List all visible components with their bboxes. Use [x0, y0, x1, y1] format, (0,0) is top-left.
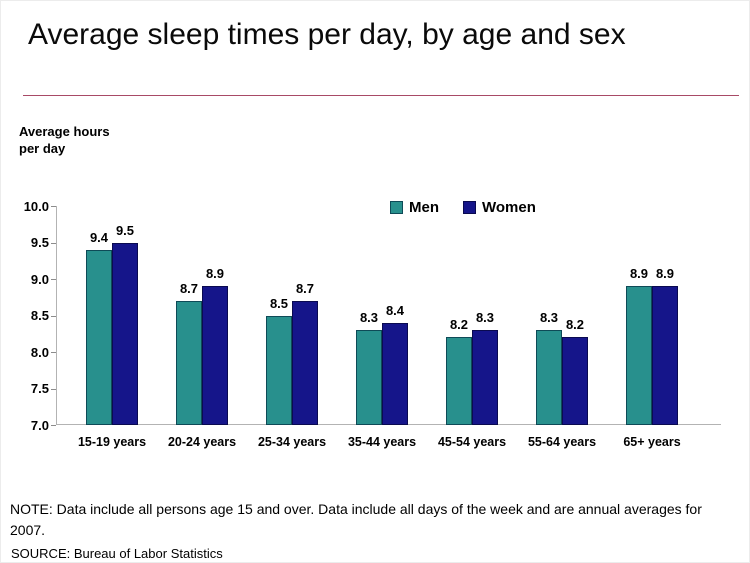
y-tick-label: 8.0 — [30, 344, 49, 360]
y-tick-mark — [51, 425, 56, 426]
bar-men-15-19-years — [86, 250, 112, 425]
value-label-women-65+-years: 8.9 — [655, 266, 675, 281]
value-label-men-45-54-years: 8.2 — [449, 317, 469, 332]
y-axis-line — [56, 206, 57, 425]
value-label-men-55-64-years: 8.3 — [539, 310, 559, 325]
bar-men-20-24-years — [176, 301, 202, 425]
value-label-women-15-19-years: 9.5 — [115, 223, 135, 238]
chart-legend: Men Women — [390, 199, 536, 216]
y-tick-label: 9.5 — [30, 235, 49, 250]
x-category-label: 15-19 years — [77, 435, 147, 449]
bar-women-65+-years — [652, 286, 678, 425]
x-category-label: 35-44 years — [347, 435, 417, 449]
legend-item-women: Women — [463, 199, 536, 216]
y-axis-title-line2: per day — [19, 141, 66, 156]
x-category-label: 20-24 years — [167, 435, 237, 449]
bar-women-55-64-years — [562, 337, 588, 425]
y-tick-label: 8.5 — [30, 308, 49, 323]
value-label-women-25-34-years: 8.7 — [295, 281, 315, 296]
bar-men-35-44-years — [356, 330, 382, 425]
value-label-women-45-54-years: 8.3 — [475, 310, 495, 325]
y-tick-mark — [51, 242, 56, 244]
bar-women-45-54-years — [472, 330, 498, 425]
y-tick-mark — [51, 388, 56, 390]
bar-women-20-24-years — [202, 286, 228, 425]
value-label-women-20-24-years: 8.9 — [205, 266, 225, 281]
y-tick-label: 10.0 — [23, 198, 49, 214]
y-axis-title: Average hours per day — [19, 123, 110, 157]
page-title: Average sleep times per day, by age and … — [28, 18, 626, 51]
legend-item-men: Men — [390, 199, 439, 216]
note-text: NOTE: Data include all persons age 15 an… — [10, 501, 702, 538]
title-underline — [23, 95, 739, 98]
men-series-swatch — [390, 201, 403, 214]
bar-men-25-34-years — [266, 316, 292, 425]
x-category-label: 65+ years — [623, 435, 681, 449]
bar-women-15-19-years — [112, 243, 138, 425]
bar-men-45-54-years — [446, 337, 472, 425]
value-label-men-25-34-years: 8.5 — [269, 296, 289, 311]
source-text: SOURCE: Bureau of Labor Statistics — [11, 546, 223, 561]
x-category-label: 25-34 years — [257, 435, 327, 449]
y-tick-label: 7.0 — [30, 417, 49, 433]
y-tick-label: 7.5 — [30, 381, 49, 396]
value-label-men-35-44-years: 8.3 — [359, 310, 379, 325]
legend-label-women: Women — [482, 199, 536, 216]
y-tick-mark — [51, 206, 56, 207]
y-tick-label: 9.0 — [30, 271, 49, 287]
bar-women-35-44-years — [382, 323, 408, 425]
bar-men-55-64-years — [536, 330, 562, 425]
y-tick-mark — [51, 315, 56, 317]
y-tick-mark — [51, 352, 56, 353]
women-series-swatch — [463, 201, 476, 214]
legend-label-men: Men — [409, 199, 439, 216]
x-category-label: 55-64 years — [527, 435, 597, 449]
x-category-label: 45-54 years — [437, 435, 507, 449]
bar-women-25-34-years — [292, 301, 318, 425]
value-label-men-65+-years: 8.9 — [629, 266, 649, 281]
value-label-men-20-24-years: 8.7 — [179, 281, 199, 296]
value-label-women-55-64-years: 8.2 — [565, 317, 585, 332]
y-axis-title-line1: Average hours — [19, 124, 110, 139]
y-tick-mark — [51, 279, 56, 280]
value-label-women-35-44-years: 8.4 — [385, 303, 405, 318]
bar-men-65+-years — [626, 286, 652, 425]
value-label-men-15-19-years: 9.4 — [89, 230, 109, 245]
